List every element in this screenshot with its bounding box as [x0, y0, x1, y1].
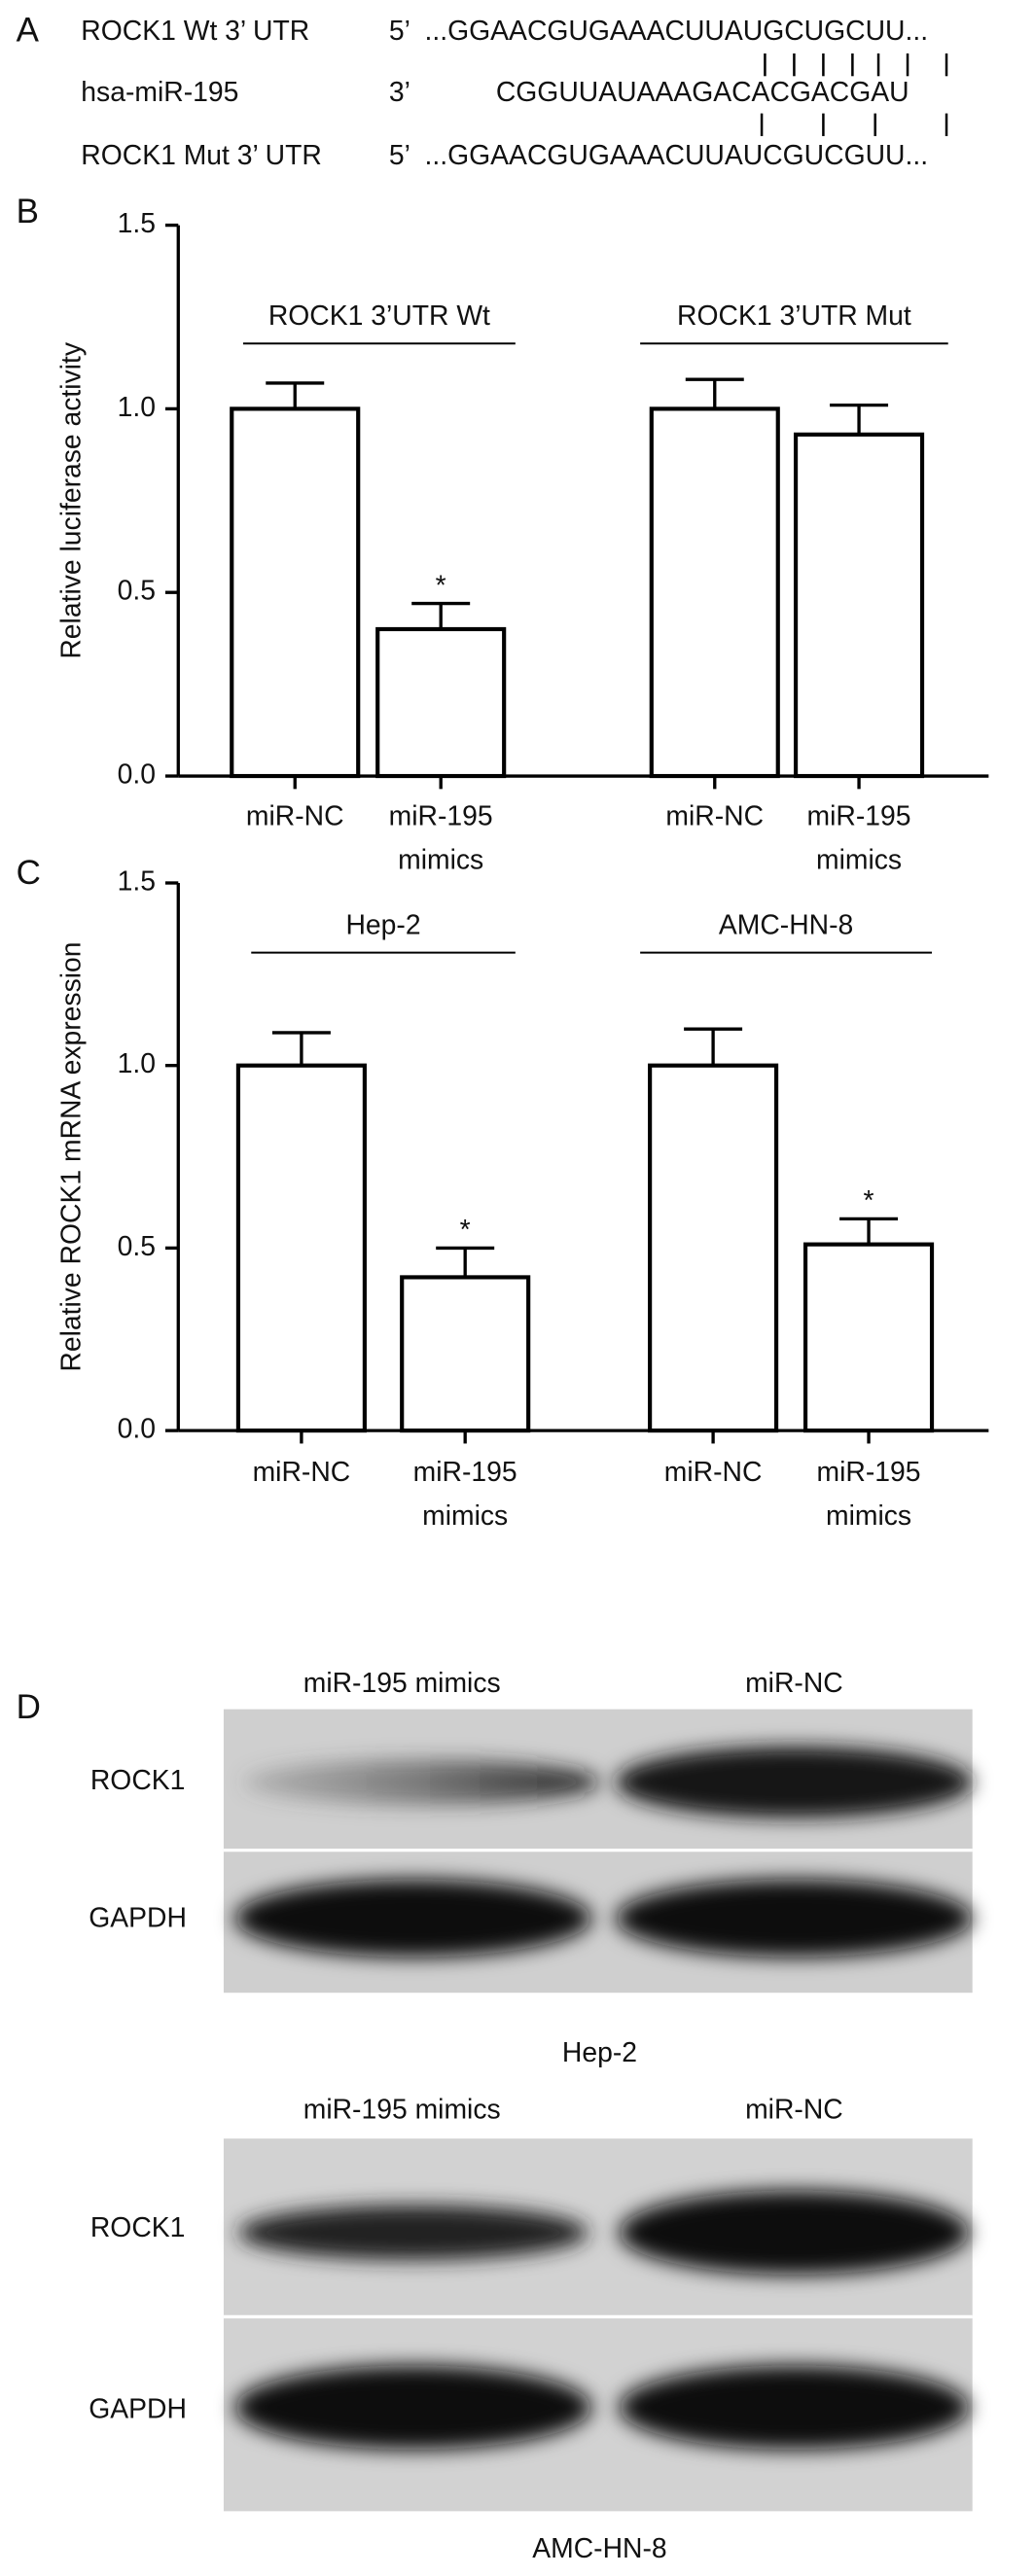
blot-image	[223, 1709, 973, 2512]
y-tick-label: 1.5	[118, 208, 156, 239]
group-label: ROCK1 3’UTR Wt	[268, 300, 490, 332]
x-tick-label-line: miR-195	[389, 801, 493, 832]
y-tick-label: 0.0	[118, 1414, 156, 1445]
x-tick-label: miR-NC	[253, 1458, 351, 1489]
cell-line-label: AMC-HN-8	[532, 2533, 666, 2564]
x-tick-label: miR-195 mimics	[817, 1458, 921, 1533]
x-tick-label: miR-195 mimics	[807, 801, 911, 876]
x-tick-label-line: mimics	[398, 845, 483, 876]
significance-mark: *	[460, 1215, 471, 1246]
panel-label: B	[17, 193, 39, 230]
protein-label: ROCK1	[90, 2212, 186, 2243]
protein-label: GAPDH	[89, 2394, 187, 2425]
x-tick-label-line: miR-NC	[253, 1458, 351, 1489]
x-tick-label: miR-195 mimics	[413, 1458, 517, 1533]
protein-label: GAPDH	[89, 1903, 187, 1934]
sequence-end: 3’	[389, 77, 410, 108]
x-tick-label: miR-NC	[246, 801, 344, 832]
x-tick-label-line: miR-195	[413, 1458, 517, 1489]
y-axis-label: Relative luciferase activity	[55, 341, 87, 659]
y-axis-label: Relative ROCK1 mRNA expression	[55, 941, 87, 1371]
x-tick-label: miR-195 mimics	[389, 801, 493, 876]
y-tick-label: 1.5	[118, 865, 156, 897]
y-tick-label: 1.0	[118, 392, 156, 423]
y-tick-label: 1.0	[118, 1048, 156, 1079]
lane-label: miR-195 mimics	[303, 1668, 501, 1699]
x-tick-label-line: miR-195	[817, 1458, 921, 1489]
lane-label: miR-195 mimics	[303, 2094, 501, 2125]
bar	[802, 1242, 935, 1433]
x-tick-label-line: miR-195	[807, 801, 911, 832]
group-label: AMC-HN-8	[719, 909, 853, 940]
bar	[375, 626, 507, 779]
panel-label: A	[17, 12, 40, 50]
sequence: ...GGAACGUGAAACUUAUGCUGCUU...	[425, 16, 929, 47]
x-tick-label: miR-NC	[665, 801, 764, 832]
bar	[400, 1275, 531, 1433]
bar	[648, 1063, 779, 1433]
bar	[649, 406, 780, 779]
panel-label: C	[17, 854, 41, 892]
lane-label: miR-NC	[745, 1668, 843, 1699]
x-tick-label-line: mimics	[826, 1501, 911, 1533]
base-pairs	[760, 53, 948, 136]
x-tick-label-line: mimics	[422, 1501, 508, 1533]
protein-label: ROCK1	[90, 1765, 186, 1796]
sequence-end: 5’	[389, 16, 410, 47]
x-tick-label-line: mimics	[816, 845, 902, 876]
y-tick-label: 0.5	[118, 1231, 156, 1262]
sequence-name: ROCK1 Wt 3’ UTR	[81, 16, 309, 47]
bar	[793, 432, 925, 779]
cell-line-label: Hep-2	[562, 2037, 637, 2068]
x-tick-label-line: miR-NC	[665, 801, 764, 832]
sequence: ...GGAACGUGAAACUUAUCGUCGUU...	[425, 140, 929, 171]
sequence-name: hsa-miR-195	[81, 77, 238, 108]
bar	[235, 1063, 367, 1433]
group-label: ROCK1 3’UTR Mut	[677, 300, 911, 332]
y-tick-label: 0.5	[118, 576, 156, 607]
panel-label: D	[17, 1688, 41, 1726]
significance-mark: *	[436, 570, 446, 601]
sequence-name: ROCK1 Mut 3’ UTR	[81, 140, 322, 171]
sequence-end: 5’	[389, 140, 410, 171]
sequence: CGGUUAUAAAGACACGACGAU	[496, 77, 909, 108]
bar	[230, 406, 361, 779]
significance-mark: *	[864, 1185, 874, 1217]
lane-label: miR-NC	[745, 2094, 843, 2125]
x-tick-label: miR-NC	[664, 1458, 763, 1489]
group-label: Hep-2	[345, 909, 420, 940]
x-tick-label-line: miR-NC	[246, 801, 344, 832]
x-tick-label-line: miR-NC	[664, 1458, 763, 1489]
y-tick-label: 0.0	[118, 759, 156, 791]
